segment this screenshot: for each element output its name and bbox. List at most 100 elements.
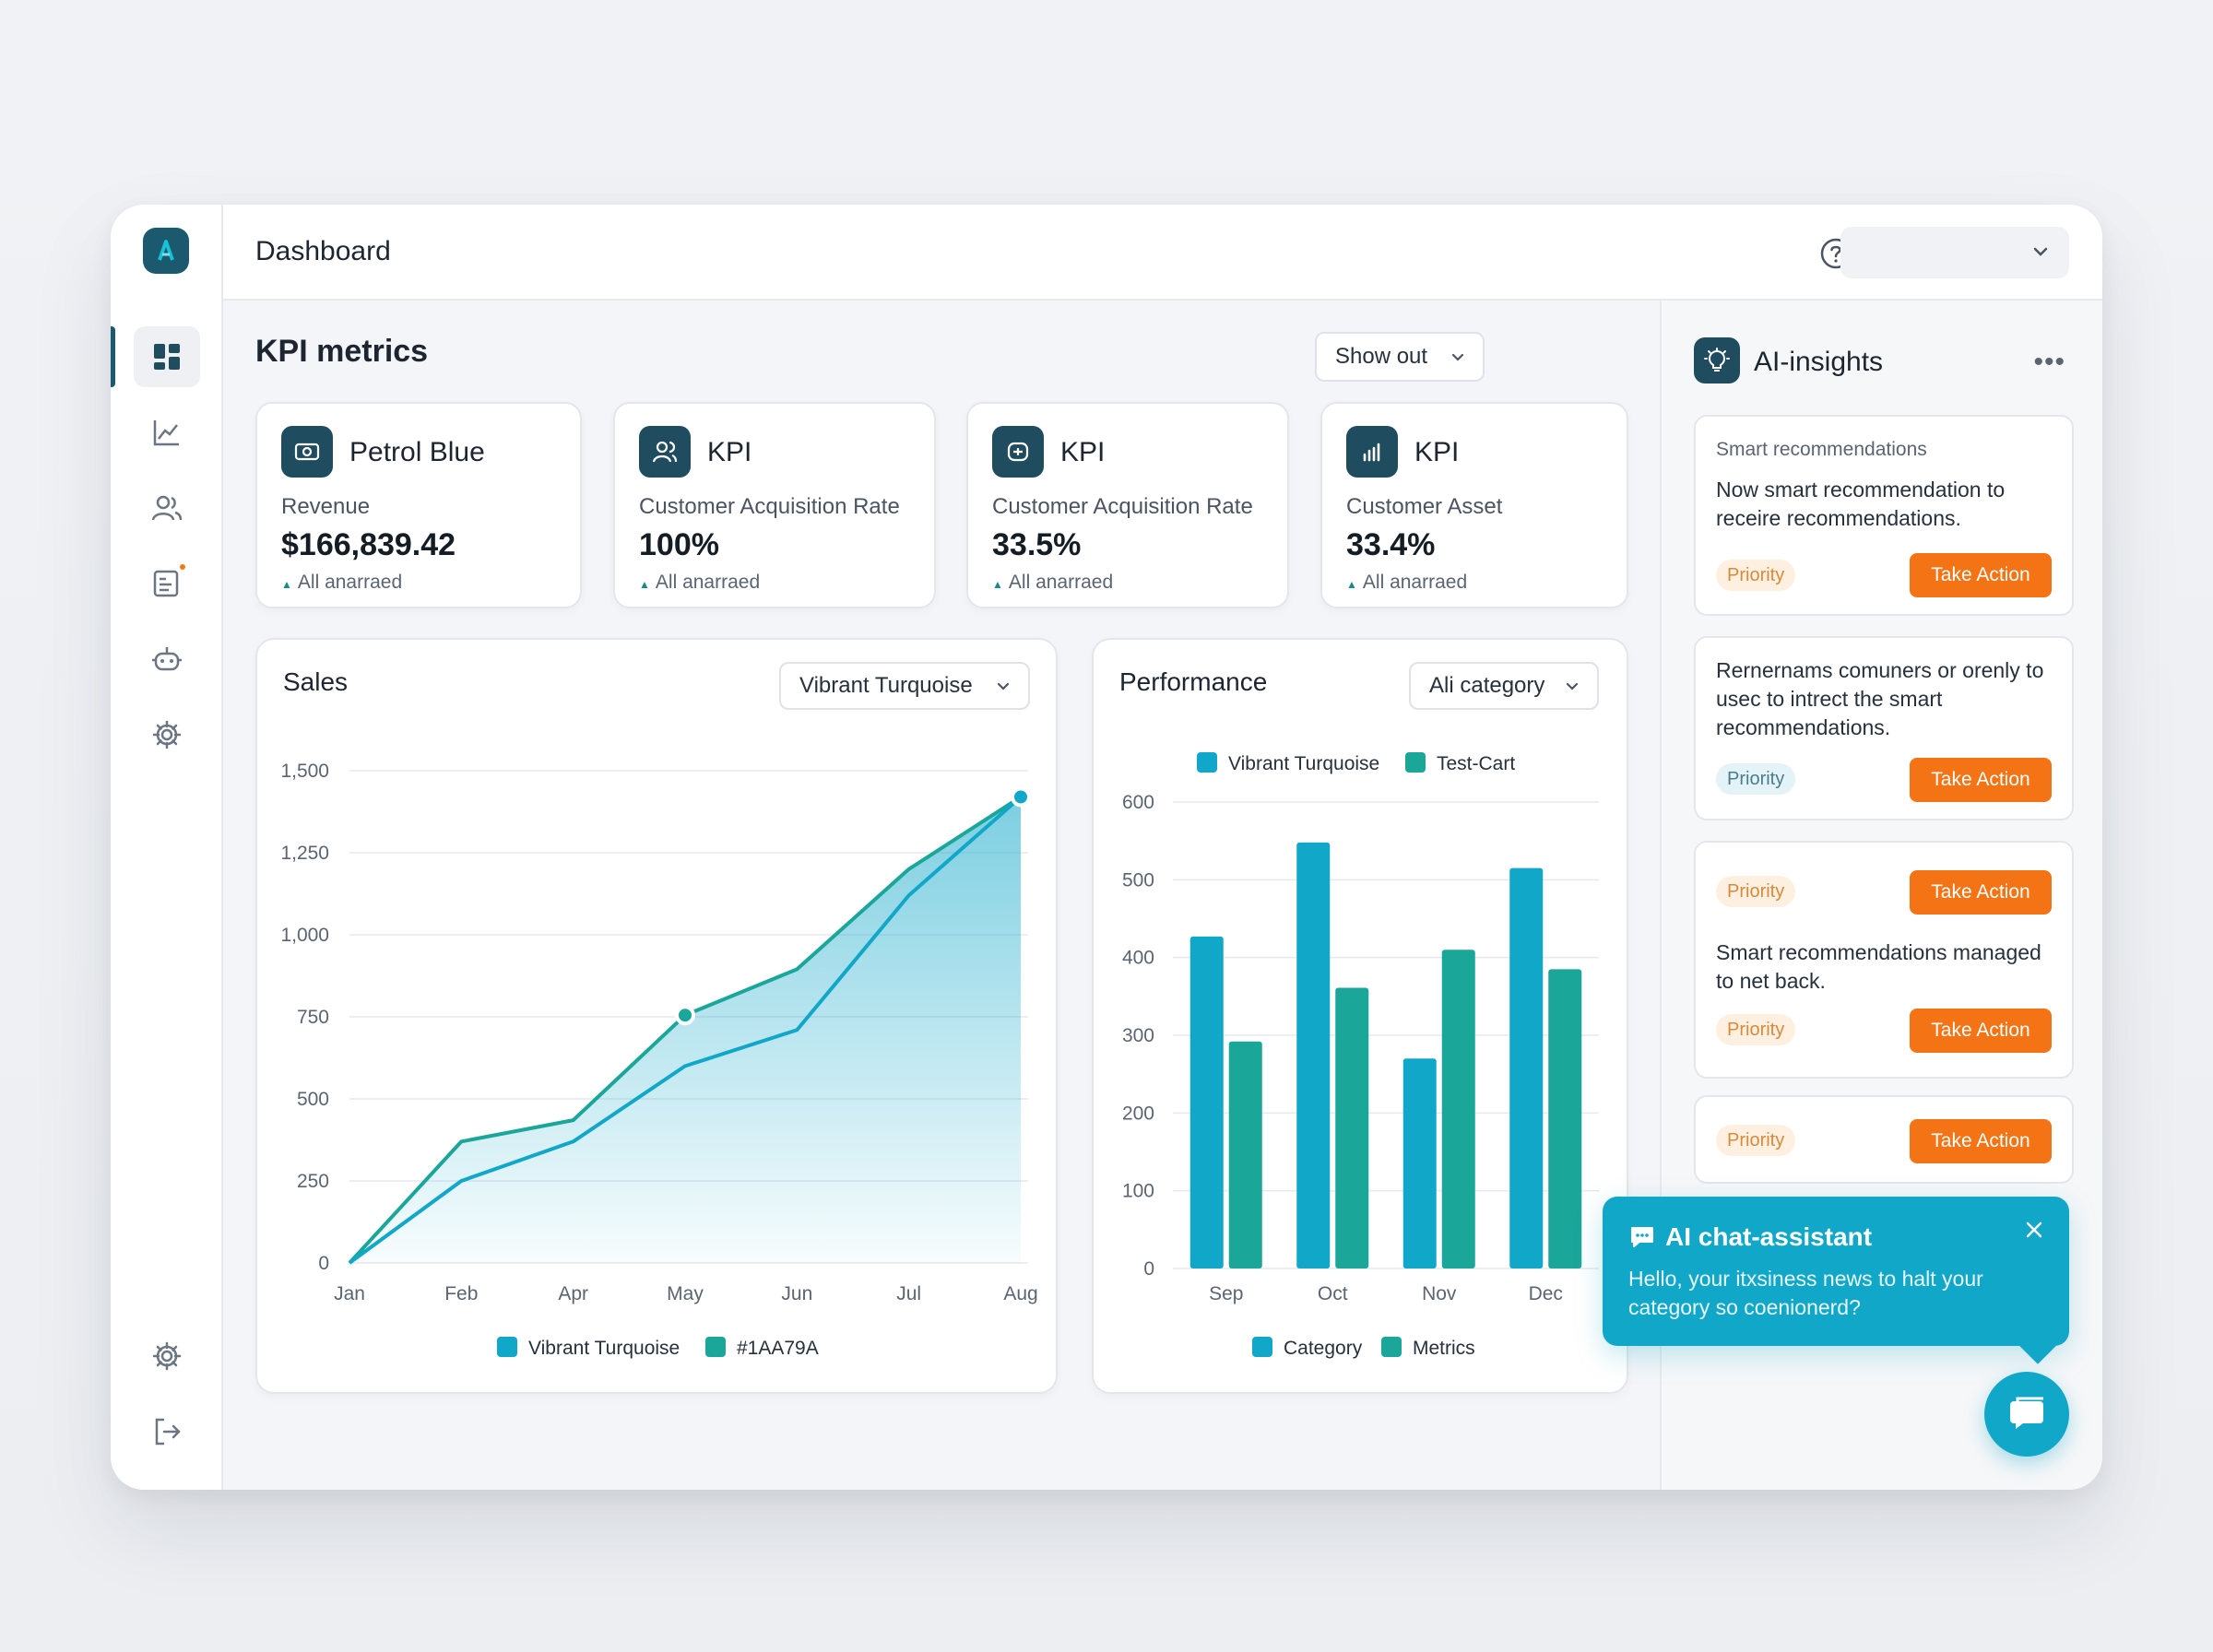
top-bar: Dashboard — [223, 205, 2102, 301]
y-tick-label: 1,000 — [280, 925, 329, 946]
y-tick-label: 500 — [1122, 869, 1154, 891]
kpi-trend: ▲ All anarraed — [992, 572, 1113, 594]
y-tick-label: 1,500 — [280, 761, 329, 782]
gear-icon — [152, 1341, 182, 1371]
recommendation-card: Priority Take Action — [1694, 1095, 2074, 1184]
kpi-card[interactable]: KPI Customer Acquisition Rate 33.5% ▲ All… — [966, 402, 1289, 608]
take-action-button[interactable]: Take Action — [1910, 870, 2052, 914]
take-action-button[interactable]: Take Action — [1910, 553, 2052, 597]
rec-text: Smart recommendations managed to net bac… — [1716, 940, 2041, 993]
kpi-value: 33.5% — [992, 527, 1082, 562]
more-options-icon[interactable]: ••• — [2033, 347, 2065, 377]
sales-area — [349, 796, 1021, 1263]
kpi-value: $166,839.42 — [281, 527, 456, 562]
x-tick-label: Dec — [1529, 1283, 1563, 1304]
recommendation-card: Smart recommendations Now smart recommen… — [1694, 415, 2074, 616]
series-line — [348, 795, 1023, 1265]
notification-badge — [178, 562, 187, 572]
kpi-section-title: KPI metrics — [255, 334, 429, 369]
bar — [1335, 987, 1369, 1268]
take-action-button[interactable]: Take Action — [1910, 1119, 2052, 1163]
kpi-name: KPI — [1414, 437, 1460, 467]
chat-title: AI chat-assistant — [1665, 1222, 1873, 1251]
take-action-button[interactable]: Take Action — [1910, 1009, 2052, 1053]
legend-swatch — [497, 1337, 517, 1357]
kpi-card[interactable]: KPI Customer Asset 33.4% ▲ All anarraed — [1320, 402, 1628, 608]
sidebar-item-users[interactable] — [134, 478, 200, 538]
bar — [1509, 867, 1544, 1268]
trend-up-icon: ▲ — [639, 578, 650, 591]
kpi-card[interactable]: Petrol Blue Revenue $166,839.42 ▲ All ana… — [255, 402, 582, 608]
chat-bubble-icon — [1631, 1227, 1653, 1247]
performance-category-dropdown[interactable]: Ali category — [1409, 662, 1599, 710]
kpi-trend: ▲ All anarraed — [639, 572, 760, 594]
y-tick-label: 0 — [1143, 1258, 1154, 1280]
y-tick-label: 1,250 — [280, 843, 329, 864]
take-action-button[interactable]: Take Action — [1910, 758, 2052, 802]
y-tick-label: 750 — [297, 1007, 329, 1028]
y-tick-label: 500 — [297, 1089, 329, 1110]
kpi-name: KPI — [707, 437, 752, 467]
report-icon — [153, 570, 179, 597]
robot-icon — [152, 647, 182, 671]
priority-badge: Priority — [1716, 1014, 1796, 1045]
chevron-down-icon — [2033, 247, 2048, 256]
app-logo[interactable] — [143, 228, 189, 274]
chat-message: Hello, your itxsiness news to halt your … — [1628, 1267, 1983, 1319]
sales-series-dropdown[interactable]: Vibrant Turquoise — [779, 662, 1030, 710]
kpi-card[interactable]: KPI Customer Acquisition Rate 100% ▲ All … — [613, 402, 936, 608]
sidebar-item-reports[interactable] — [134, 553, 200, 614]
page-title: Dashboard — [255, 236, 391, 266]
trend-up-icon: ▲ — [1346, 578, 1357, 591]
sidebar-logout[interactable] — [134, 1401, 200, 1462]
sidebar-item-bot[interactable] — [134, 629, 200, 690]
trend-up-icon: ▲ — [281, 578, 292, 591]
priority-badge: Priority — [1716, 1125, 1796, 1156]
app-window: Dashboard KPI metrics Show out Petrol Bl… — [111, 205, 2102, 1490]
kpi-label: Customer Acquisition Rate — [992, 494, 1253, 519]
legend-label: Vibrant Turquoise — [528, 1338, 680, 1359]
logout-icon — [155, 1418, 181, 1446]
line-chart-icon — [153, 420, 179, 446]
show-out-label: Show out — [1335, 344, 1428, 369]
kpi-trend: ▲ All anarraed — [1346, 572, 1467, 594]
legend-label: Vibrant Turquoise — [1228, 753, 1379, 774]
show-out-dropdown[interactable]: Show out — [1315, 332, 1485, 382]
sales-title: Sales — [283, 667, 349, 696]
legend-swatch — [1197, 752, 1217, 773]
x-tick-label: Jun — [781, 1283, 812, 1304]
rec-text: Rernernams comuners or orenly to usec to… — [1716, 658, 2044, 739]
bar — [1296, 842, 1331, 1268]
kpi-trend: ▲ All anarraed — [281, 572, 402, 594]
lightbulb-icon — [1694, 337, 1740, 384]
grid-icon — [154, 344, 180, 370]
kpi-trend-text: All anarraed — [655, 572, 761, 593]
kpi-trend-text: All anarraed — [1362, 572, 1468, 593]
x-tick-label: Jul — [896, 1283, 921, 1304]
close-icon[interactable] — [2023, 1219, 2045, 1241]
sidebar-item-analytics[interactable] — [134, 402, 200, 463]
sales-select-value: Vibrant Turquoise — [799, 673, 973, 698]
priority-badge: Priority — [1716, 763, 1796, 795]
chevron-down-icon — [1451, 353, 1464, 361]
user-select[interactable] — [1840, 227, 2069, 278]
x-tick-label: Oct — [1318, 1283, 1348, 1304]
kpi-value: 33.4% — [1346, 527, 1436, 562]
legend-label: #1AA79A — [737, 1338, 819, 1359]
recommendation-card: Priority Take Action Smart recommendatio… — [1694, 841, 2074, 1079]
sidebar-bottom-settings[interactable] — [134, 1326, 200, 1386]
chat-open-button[interactable] — [1984, 1372, 2069, 1457]
kpi-trend-text: All anarraed — [1008, 572, 1114, 593]
legend-swatch — [1405, 752, 1426, 773]
performance-title: Performance — [1119, 667, 1268, 696]
priority-badge: Priority — [1716, 560, 1796, 591]
y-tick-label: 200 — [1122, 1103, 1154, 1124]
kpi-name: KPI — [1060, 437, 1106, 467]
x-tick-label: Feb — [444, 1283, 478, 1304]
main-content: KPI metrics Show out Petrol Blue Revenue… — [223, 301, 1660, 1490]
sidebar-item-dashboard[interactable] — [134, 326, 200, 387]
recommendation-card: Rernernams comuners or orenly to usec to… — [1694, 636, 2074, 820]
y-tick-label: 300 — [1122, 1025, 1154, 1046]
sidebar-item-settings[interactable] — [134, 704, 200, 765]
